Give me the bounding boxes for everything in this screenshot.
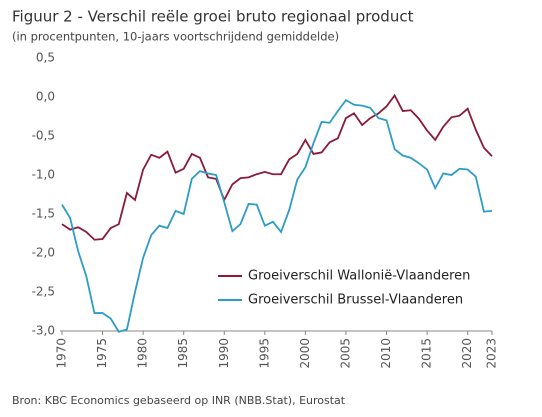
legend-label: Groeiverschil Brussel-Vlaanderen bbox=[248, 293, 463, 308]
chart-title: Figuur 2 - Verschil reële groei bruto re… bbox=[12, 8, 414, 26]
y-tick-label: 0,5 bbox=[36, 51, 55, 65]
y-tick-label: -2,5 bbox=[32, 285, 55, 299]
x-tick-label: 2000 bbox=[298, 338, 312, 369]
x-tick-label: 1980 bbox=[136, 338, 150, 369]
x-tick-label: 1990 bbox=[217, 338, 231, 369]
y-tick-label: -1,5 bbox=[32, 207, 55, 221]
x-tick-label: 2010 bbox=[379, 338, 393, 369]
x-tick-label: 1995 bbox=[257, 338, 271, 369]
y-tick-label: 0,0 bbox=[36, 90, 55, 104]
chart-subtitle: (in procentpunten, 10-jaars voortschrijd… bbox=[12, 30, 339, 44]
x-tick-label: 1985 bbox=[176, 338, 190, 369]
series-line bbox=[61, 93, 493, 241]
y-tick-label: -0,5 bbox=[32, 129, 55, 143]
x-tick-label: 2015 bbox=[420, 338, 434, 369]
x-tick-label: 2023 bbox=[485, 338, 499, 369]
y-tick-label: -3,0 bbox=[32, 324, 55, 338]
x-tick-label: 1975 bbox=[95, 338, 109, 369]
x-tick-label: 1970 bbox=[55, 338, 69, 369]
x-tick-label: 2020 bbox=[460, 338, 474, 369]
x-tick-label: 2005 bbox=[338, 338, 352, 369]
source: Bron: KBC Economics gebaseerd op INR (NB… bbox=[12, 394, 346, 407]
y-tick-label: -2,0 bbox=[32, 246, 55, 260]
y-tick-label: -1,0 bbox=[32, 168, 55, 182]
series-line bbox=[61, 98, 493, 333]
legend-label: Groeiverschil Wallonië-Vlaanderen bbox=[248, 269, 470, 284]
